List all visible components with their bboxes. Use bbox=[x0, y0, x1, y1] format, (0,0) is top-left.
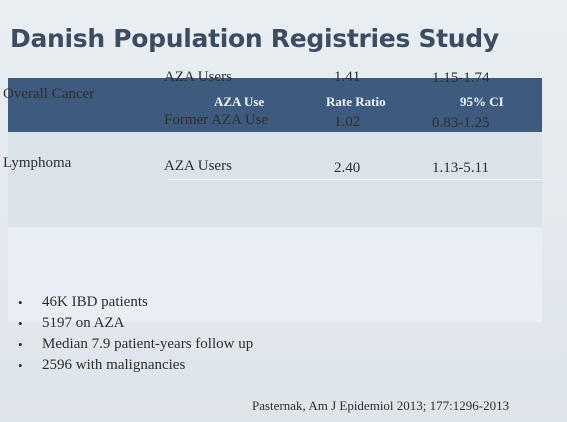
cell-aza-use: AZA Users bbox=[164, 158, 232, 174]
bullet-item: • Median 7.9 patient-years follow up bbox=[18, 334, 253, 355]
bullet-item: • 5197 on AZA bbox=[18, 313, 253, 334]
cell-ci: 0.83-1.25 bbox=[432, 115, 490, 131]
header-aza-use: AZA Use bbox=[214, 94, 265, 109]
group-label-lymphoma: Lymphoma bbox=[3, 155, 72, 171]
row-band-overall-cancer bbox=[8, 132, 542, 227]
row-band-lymphoma bbox=[8, 227, 542, 322]
header-rate-ratio: Rate Ratio bbox=[326, 94, 386, 109]
cell-rate-ratio: 1.02 bbox=[334, 114, 361, 130]
cell-rate-ratio: 2.40 bbox=[334, 160, 361, 176]
table-body bbox=[8, 132, 542, 322]
results-table: AZA Use Rate Ratio 95% CI bbox=[8, 78, 542, 322]
bullet-text: 2596 with malignancies bbox=[42, 357, 186, 373]
bullet-item: • 2596 with malignancies bbox=[18, 355, 253, 376]
bullet-dot-icon: • bbox=[18, 295, 23, 310]
bullet-dot-icon: • bbox=[18, 316, 23, 331]
bullet-text: 5197 on AZA bbox=[42, 315, 125, 331]
bullet-item: • 46K IBD patients bbox=[18, 292, 253, 313]
row-divider bbox=[168, 179, 542, 180]
cell-rate-ratio: 1.41 bbox=[334, 69, 361, 85]
bullet-text: Median 7.9 patient-years follow up bbox=[42, 336, 254, 352]
bullet-dot-icon: • bbox=[18, 358, 23, 373]
bullet-dot-icon: • bbox=[18, 337, 23, 352]
citation: Pasternak, Am J Epidemiol 2013; 177:1296… bbox=[252, 398, 510, 413]
slide-title: Danish Population Registries Study bbox=[10, 24, 499, 53]
cell-ci: 1.15-1.74 bbox=[432, 70, 490, 86]
table-header: AZA Use Rate Ratio 95% CI bbox=[8, 78, 542, 132]
group-label-overall-cancer: Overall Cancer bbox=[3, 86, 95, 102]
cell-ci: 1.13-5.11 bbox=[432, 160, 489, 176]
cell-aza-use: AZA Users bbox=[164, 69, 232, 85]
cell-aza-use: Former AZA Use bbox=[164, 112, 269, 128]
header-ci: 95% CI bbox=[460, 94, 504, 109]
bullet-list: • 46K IBD patients • 5197 on AZA • Median 7… bbox=[18, 292, 253, 376]
bullet-text: 46K IBD patients bbox=[42, 294, 148, 310]
